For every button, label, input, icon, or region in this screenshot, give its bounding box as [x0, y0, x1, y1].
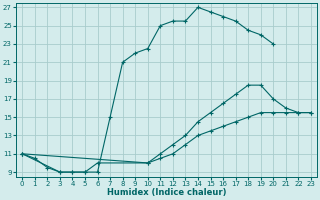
X-axis label: Humidex (Indice chaleur): Humidex (Indice chaleur): [107, 188, 226, 197]
